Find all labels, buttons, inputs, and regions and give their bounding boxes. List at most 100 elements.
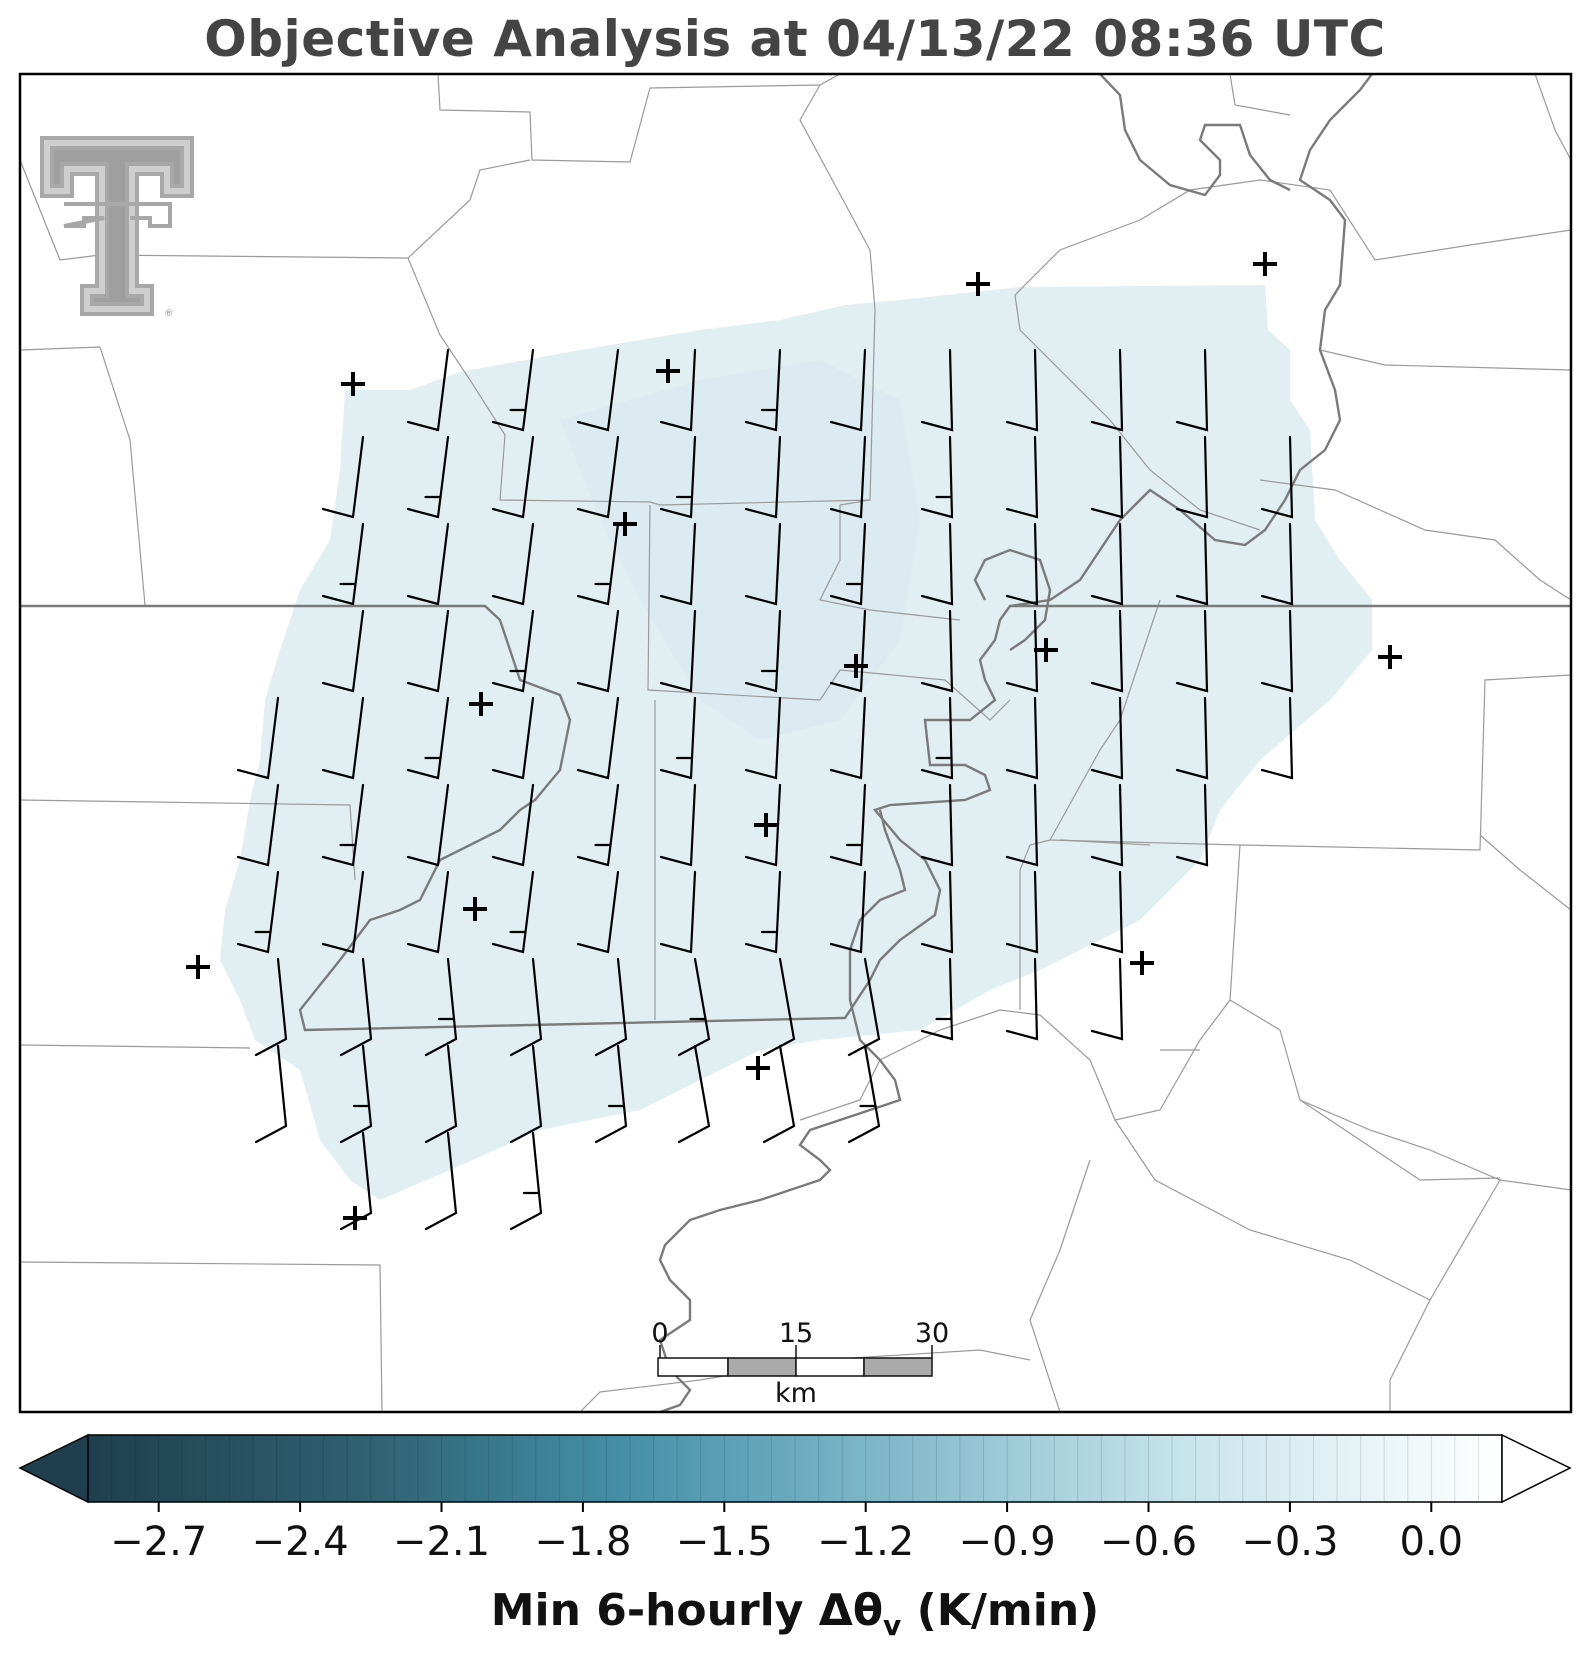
wind-barb xyxy=(1005,870,1039,954)
colorbar-extend-high xyxy=(1501,1433,1572,1504)
wind-barb xyxy=(659,522,697,606)
wind-barb xyxy=(1090,435,1124,519)
wind-barb xyxy=(491,696,535,780)
wind-barb xyxy=(829,435,867,519)
wind-barb xyxy=(491,435,535,519)
wind-barbs xyxy=(236,348,1294,1231)
wind-barb xyxy=(920,957,954,1041)
wind-barb xyxy=(920,696,954,780)
wind-barb xyxy=(406,348,450,432)
wind-barb xyxy=(509,1044,543,1144)
map-panel: 0 15 30 km ® xyxy=(18,72,1573,1414)
station-markers xyxy=(186,252,1402,1230)
wind-barb xyxy=(509,957,543,1057)
wind-barb xyxy=(847,1044,881,1144)
wind-barb xyxy=(677,1044,711,1144)
colorbar-tick-label: −0.9 xyxy=(959,1519,1056,1565)
wind-barb xyxy=(491,609,535,693)
wind-barb xyxy=(920,435,954,519)
wind-barb xyxy=(829,783,867,867)
wind-barb xyxy=(829,696,867,780)
station-marker xyxy=(844,654,868,678)
wind-barb xyxy=(1090,870,1124,954)
map-title: Objective Analysis at 04/13/22 08:36 UTC xyxy=(204,10,1386,68)
wind-barb xyxy=(920,348,954,432)
wind-barb xyxy=(236,783,280,867)
wind-barb xyxy=(1175,522,1209,606)
station-marker xyxy=(1378,645,1402,669)
colorbar-tick-label: −0.6 xyxy=(1100,1519,1197,1565)
wind-barb xyxy=(744,609,782,693)
station-marker xyxy=(341,372,365,396)
colorbar-label: Min 6-hourly Δθv (K/min) xyxy=(490,1585,1100,1642)
wind-barb xyxy=(594,957,628,1057)
wind-barb xyxy=(1175,696,1209,780)
wind-barb xyxy=(576,870,620,954)
wind-barb xyxy=(762,957,796,1057)
wind-barb xyxy=(744,348,782,432)
wind-barb xyxy=(659,696,697,780)
wind-barb xyxy=(406,783,450,867)
wind-barb xyxy=(1005,957,1039,1041)
wind-barb xyxy=(236,696,280,780)
wind-barb xyxy=(1090,348,1124,432)
wind-barb xyxy=(491,870,535,954)
colorbar-tick-label: −2.4 xyxy=(252,1519,349,1565)
wind-barb xyxy=(847,957,881,1057)
wind-barb xyxy=(1175,783,1209,867)
wind-barb xyxy=(762,1044,796,1144)
wind-barb xyxy=(829,870,867,954)
wind-barb xyxy=(1260,435,1294,519)
wind-barb xyxy=(321,696,365,780)
wind-barb xyxy=(744,435,782,519)
wind-barb xyxy=(236,870,280,954)
wind-barb xyxy=(339,957,373,1057)
wind-barb xyxy=(406,870,450,954)
wind-barb xyxy=(576,609,620,693)
wind-barb xyxy=(659,348,697,432)
station-marker xyxy=(754,813,778,837)
wind-barb xyxy=(659,783,697,867)
wind-barb xyxy=(1005,435,1039,519)
map-frame xyxy=(18,72,1573,1414)
wind-barb xyxy=(1090,522,1124,606)
wind-barb xyxy=(1175,609,1209,693)
wind-barb xyxy=(1005,609,1039,693)
wind-barb xyxy=(920,522,954,606)
colorbar-tick-label: −2.7 xyxy=(110,1519,207,1565)
wind-barb xyxy=(1090,609,1124,693)
scale-tick-30: 30 xyxy=(915,1318,949,1349)
scale-unit: km xyxy=(775,1378,817,1409)
colorbar-tick-label: 0.0 xyxy=(1399,1519,1463,1565)
wind-barb xyxy=(491,783,535,867)
wind-barb xyxy=(829,348,867,432)
wind-barb xyxy=(491,522,535,606)
county-borders xyxy=(20,74,1571,1412)
wind-barb xyxy=(406,522,450,606)
wind-barb xyxy=(406,696,450,780)
station-marker xyxy=(613,512,637,536)
station-marker xyxy=(966,272,990,296)
wind-barb xyxy=(1175,348,1209,432)
wind-barb xyxy=(321,522,365,606)
wind-barb xyxy=(1005,696,1039,780)
wind-barb xyxy=(509,1131,543,1231)
wind-barb xyxy=(920,783,954,867)
wind-barb xyxy=(829,522,867,606)
wind-barb xyxy=(744,522,782,606)
wind-barb xyxy=(1005,522,1039,606)
scale-tick-0: 0 xyxy=(651,1318,668,1349)
wind-barb xyxy=(424,1044,458,1144)
analysis-field-core xyxy=(560,360,920,740)
wind-barb xyxy=(576,696,620,780)
wind-barb xyxy=(576,783,620,867)
wind-barb xyxy=(1090,957,1124,1041)
wind-barb xyxy=(920,870,954,954)
station-marker xyxy=(746,1056,770,1080)
station-marker xyxy=(469,692,493,716)
wind-barb xyxy=(744,870,782,954)
wind-barb xyxy=(1260,609,1294,693)
colorbar-extend-low xyxy=(18,1433,89,1504)
wind-barb xyxy=(321,609,365,693)
colorbar-tick-label: −1.8 xyxy=(534,1519,631,1565)
